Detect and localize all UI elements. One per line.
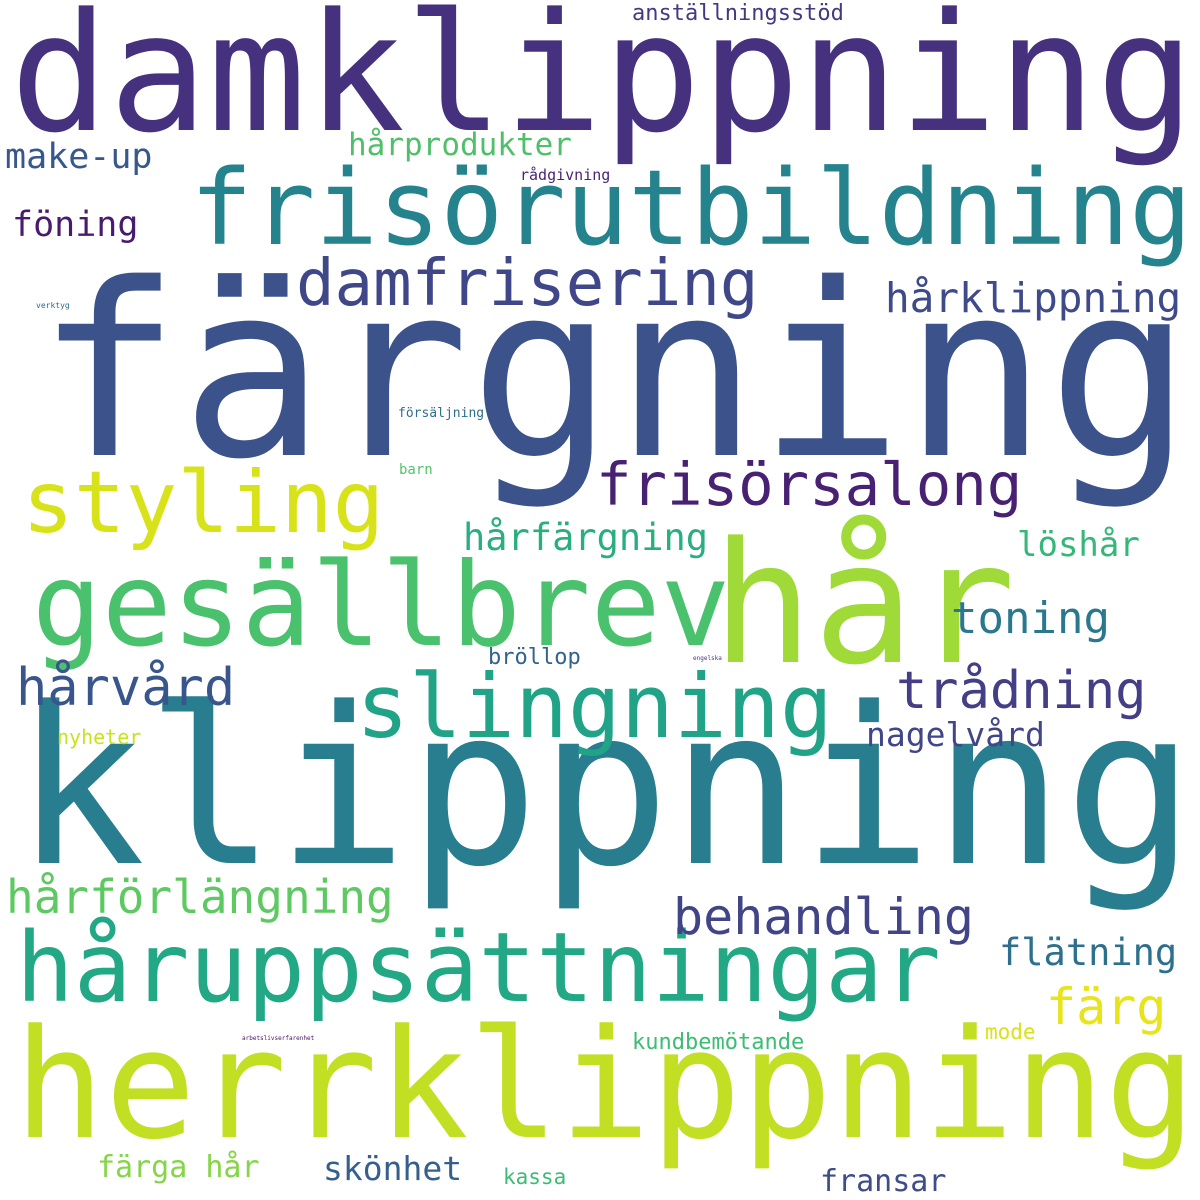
word-barn: barn — [399, 462, 433, 478]
word-damfrisering: damfrisering — [296, 247, 759, 321]
word-haruppsattningar: håruppsättningar — [16, 912, 941, 1024]
word-behandling: behandling — [673, 888, 975, 946]
word-skonhet: skönhet — [323, 1149, 463, 1188]
word-klippning: klippning — [14, 662, 1196, 915]
word-fransar: fransar — [820, 1164, 947, 1199]
word-make-up: make-up — [5, 137, 153, 177]
word-harfargning: hårfärgning — [463, 516, 709, 559]
word-brollop: bröllop — [488, 645, 581, 670]
word-damklippning: damklippning — [10, 0, 1195, 169]
word-foning: föning — [12, 205, 139, 245]
word-slingning: slingning — [356, 655, 833, 758]
word-flatning: flätning — [999, 931, 1178, 974]
word-farg: färg — [1046, 978, 1167, 1036]
word-anstallningsstod: anställningsstöd — [632, 1, 844, 26]
word-verktyg: verktyg — [36, 301, 70, 310]
word-styling: styling — [22, 453, 385, 553]
word-herrklippning: herrklippning — [14, 997, 1196, 1173]
word-harforlangning: hårförlängning — [6, 870, 394, 924]
word-engelska: engelska — [693, 655, 722, 662]
word-harvard: hårvård — [16, 658, 236, 718]
word-arbetslivserfarenhet: arbetslivserfarenhet — [242, 1035, 315, 1042]
word-mode: mode — [985, 1020, 1036, 1044]
word-kundbemotande: kundbemötande — [632, 1030, 805, 1055]
word-frisorsalong: frisörsalong — [596, 450, 1023, 519]
word-toning: toning — [951, 593, 1110, 644]
word-harklippning: hårklippning — [885, 274, 1182, 322]
word-fargning: färgning — [36, 232, 1192, 512]
word-nagelvard: nagelvård — [866, 715, 1045, 754]
word-tradning: trådning — [896, 661, 1147, 721]
word-loshar: löshår — [1017, 525, 1140, 565]
word-har: hår — [712, 506, 1016, 702]
word-nyheter: nyheter — [57, 725, 142, 749]
word-farga-har: färga hår — [97, 1150, 260, 1185]
word-kassa: kassa — [503, 1165, 567, 1189]
word-forsaljning: försäljning — [398, 406, 485, 421]
word-gesallbrev: gesällbrev — [32, 538, 731, 673]
word-harprodukter: hårprodukter — [348, 127, 572, 163]
word-frisorutbildning: frisörutbildning — [190, 147, 1192, 269]
word-radgivning: rådgivning — [520, 166, 611, 184]
